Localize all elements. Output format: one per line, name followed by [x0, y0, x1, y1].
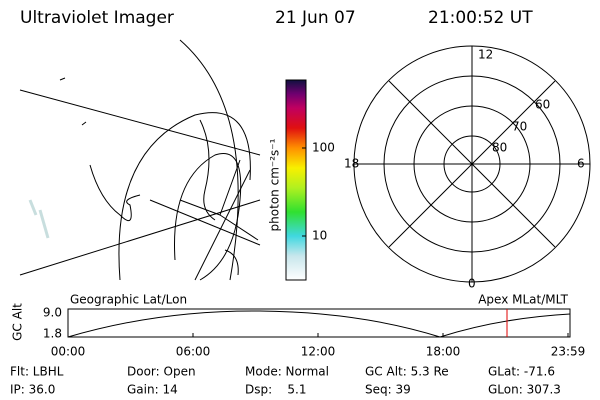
y-tick-label: 1.8 — [43, 327, 62, 341]
colorbar-label: photon cm⁻²s⁻¹ — [268, 138, 282, 231]
mlt-label: 12 — [478, 48, 493, 62]
lat-label: 70 — [512, 120, 527, 134]
plot-title: Apex MLat/MLT — [478, 293, 568, 307]
info-field: Seq: 39 — [365, 383, 411, 397]
colorbar-tick-label: 10 — [312, 229, 327, 243]
info-field: IP: 36.0 — [10, 383, 55, 397]
mlt-label: 6 — [577, 157, 585, 171]
lat-label: 60 — [535, 98, 550, 112]
x-tick-label: 00:00 — [51, 345, 86, 359]
x-tick-label: 12:00 — [301, 345, 336, 359]
time: 21:00:52 UT — [428, 8, 533, 28]
y-label: GC Alt — [11, 303, 25, 341]
polar-grid — [353, 45, 591, 283]
plot-title: Geographic Lat/Lon — [70, 293, 187, 307]
info-field: GLon: 307.3 — [488, 383, 561, 397]
y-tick-label: 9.0 — [43, 306, 62, 320]
info-field: Mode: Normal — [245, 365, 329, 379]
mlt-label: 0 — [468, 277, 476, 291]
info-field: Gain: 14 — [127, 383, 178, 397]
info-field: Flt: LBHL — [10, 365, 64, 379]
map — [19, 39, 261, 281]
lat-label: 80 — [492, 141, 507, 155]
altitude-curve — [67, 310, 571, 338]
info-field: Door: Open — [127, 365, 196, 379]
plot-frame — [67, 308, 571, 338]
mlt-label: 18 — [344, 157, 359, 171]
colorbar-tick-label: 100 — [312, 141, 335, 155]
x-tick-label: 23:59 — [551, 345, 586, 359]
x-tick-label: 18:00 — [426, 345, 461, 359]
info-field: GLat: -71.6 — [488, 365, 555, 379]
date: 21 Jun 07 — [275, 8, 356, 28]
info-field: GC Alt: 5.3 Re — [365, 365, 449, 379]
colorbar — [285, 79, 307, 281]
x-tick-label: 06:00 — [176, 345, 211, 359]
title: Ultraviolet Imager — [20, 8, 174, 28]
info-field: Dsp: 5.1 — [245, 383, 307, 397]
